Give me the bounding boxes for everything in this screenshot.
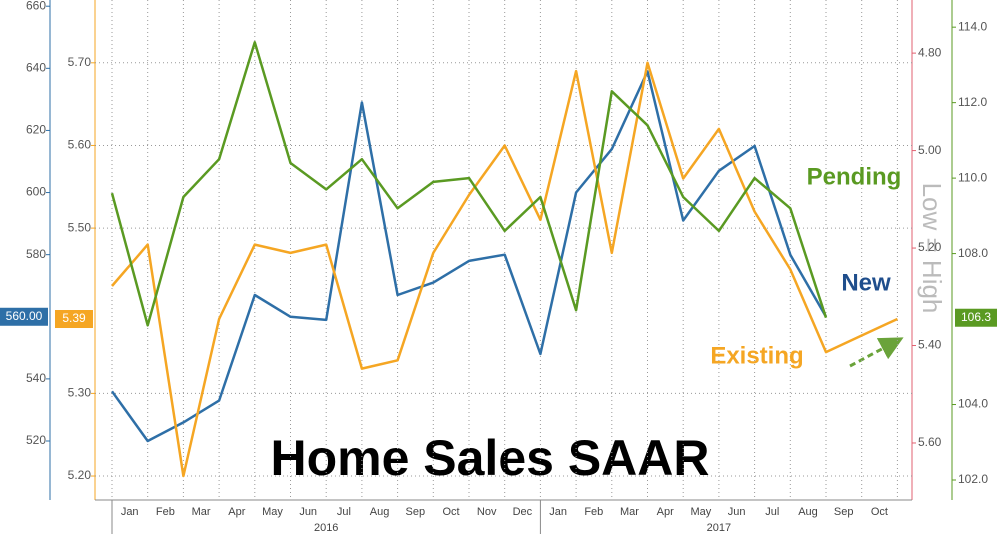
x-tick-label: Apr [228, 506, 245, 518]
arrow [849, 337, 904, 368]
series-line [111, 61, 898, 478]
x-tick-label: May [262, 506, 283, 518]
value-label: 560.00 [6, 309, 43, 323]
annotation: Low = High [917, 183, 947, 314]
value-label: 5.39 [62, 311, 86, 325]
x-tick-label: Aug [370, 506, 390, 518]
y-tick-label: 5.70 [68, 55, 92, 69]
x-tick-label: Mar [620, 506, 639, 518]
x-tick-label: Oct [442, 506, 459, 518]
y-tick-label: 5.60 [68, 138, 92, 152]
y-tick-label: 5.20 [68, 468, 92, 482]
legend-label: New [841, 269, 891, 296]
x-tick-label: Nov [477, 506, 497, 518]
x-group-label: 2017 [707, 522, 731, 534]
x-tick-label: May [691, 506, 712, 518]
x-tick-label: Sep [834, 506, 854, 518]
x-tick-label: Oct [871, 506, 888, 518]
y-tick-label: 110.0 [958, 170, 987, 184]
y-tick-label: 520 [26, 433, 46, 447]
x-tick-label: Mar [192, 506, 211, 518]
y-tick-label: 5.20 [918, 240, 942, 254]
x-tick-label: Jul [765, 506, 779, 518]
y-tick-label: 5.00 [918, 143, 942, 157]
x-tick-label: Feb [156, 506, 175, 518]
x-tick-label: Sep [406, 506, 426, 518]
x-tick-label: Jan [549, 506, 567, 518]
y-tick-label: 5.60 [918, 435, 942, 449]
legend-label: Pending [807, 163, 902, 190]
x-group-label: 2016 [314, 522, 338, 534]
x-tick-label: Feb [584, 506, 603, 518]
x-tick-label: Dec [513, 506, 533, 518]
y-tick-label: 108.0 [958, 246, 988, 260]
value-badge [0, 307, 48, 326]
y-tick-label: 5.30 [68, 386, 92, 400]
x-tick-label: Jul [337, 506, 351, 518]
y-tick-label: 102.0 [958, 472, 988, 486]
y-tick-label: 580 [26, 247, 46, 261]
value-label: 106.3 [961, 310, 991, 324]
y-tick-label: 540 [26, 371, 46, 385]
y-tick-label: 112.0 [958, 95, 987, 109]
y-tick-label: 104.0 [958, 397, 988, 411]
y-tick-label: 5.40 [918, 338, 942, 352]
y-tick-label: 114.0 [958, 19, 987, 33]
x-tick-label: Jan [121, 506, 139, 518]
y-tick-label: 4.80 [918, 45, 942, 59]
value-badge [955, 308, 997, 327]
value-badge [55, 310, 93, 329]
y-tick-label: 5.50 [68, 220, 92, 234]
x-tick-label: Jun [299, 506, 317, 518]
y-tick-label: 600 [26, 185, 46, 199]
x-tick-label: Aug [798, 506, 818, 518]
y-tick-label: 640 [26, 60, 46, 74]
x-tick-label: Apr [657, 506, 674, 518]
legend-label: Existing [710, 342, 803, 369]
series-line [110, 41, 828, 327]
x-tick-label: Jun [728, 506, 746, 518]
series-line [110, 70, 828, 443]
y-tick-label: 620 [26, 123, 46, 137]
y-tick-label: 660 [26, 0, 46, 12]
chart-title: Home Sales SAAR [270, 430, 709, 486]
